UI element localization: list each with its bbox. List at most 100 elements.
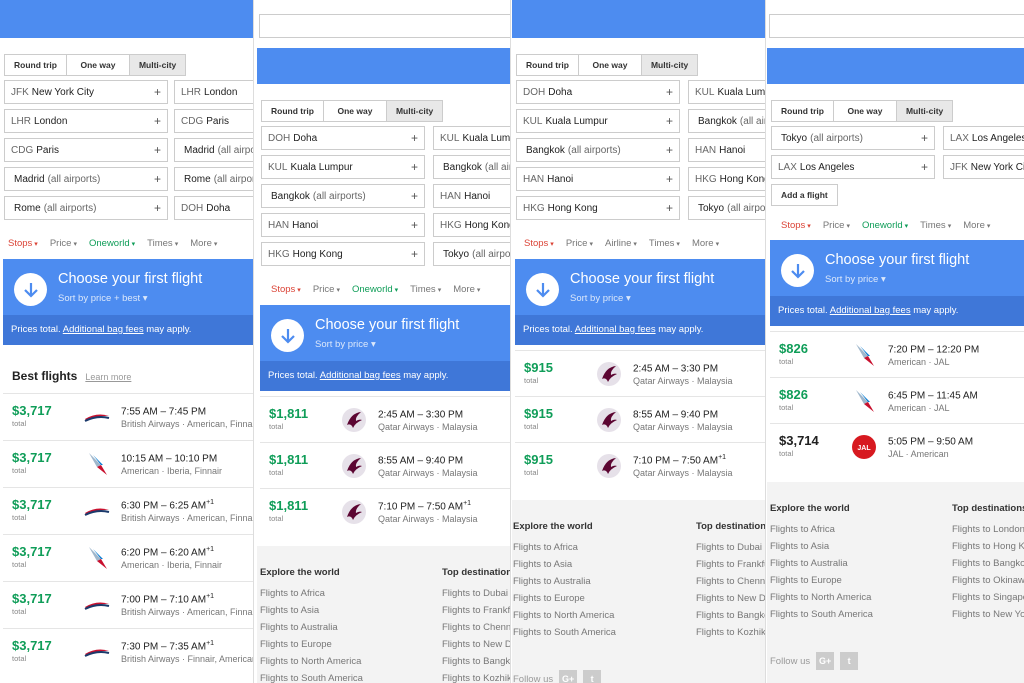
flight-row[interactable]: $1,811 total 2:45 AM – 3:30 PM Qatar Airway… <box>260 396 510 442</box>
destination-link[interactable]: Flights to Bangkok <box>952 558 1024 569</box>
filter-oneworld[interactable]: Oneworld ▾ <box>88 238 136 249</box>
filter-stops[interactable]: Stops ▾ <box>781 220 811 231</box>
destination-field[interactable]: DOH Doha <box>174 196 253 220</box>
filter-more[interactable]: More ▾ <box>691 238 720 249</box>
destination-field[interactable]: Madrid(all airports) <box>174 138 253 162</box>
filter-stops[interactable]: Stops ▾ <box>271 284 301 295</box>
origin-field[interactable]: Rome (all airports) + <box>4 196 168 220</box>
origin-field[interactable]: Bangkok (all airports) + <box>516 138 680 162</box>
destination-link[interactable]: Flights to Okinawa <box>952 575 1024 586</box>
google-plus-icon[interactable]: G+ <box>816 652 835 670</box>
tab-multi-city[interactable]: Multi-city <box>895 100 954 122</box>
origin-field[interactable]: HAN Hanoi + <box>261 213 425 237</box>
flight-row[interactable]: $3,717 total 6:20 PM – 6:20 AM+1 American ·… <box>3 534 253 580</box>
flight-row[interactable]: $1,811 total 7:10 PM – 7:50 AM+1 Qatar Airw… <box>260 488 510 534</box>
filter-times[interactable]: Times ▾ <box>410 284 442 295</box>
explore-link[interactable]: Flights to Africa <box>770 524 835 535</box>
tab-round-trip[interactable]: Round trip <box>771 100 834 122</box>
destination-field[interactable]: LAX Los Angeles <box>943 126 1024 150</box>
explore-link[interactable]: Flights to North America <box>770 592 872 603</box>
explore-link[interactable]: Flights to Asia <box>513 559 573 570</box>
flight-row[interactable]: $915 total 7:10 PM – 7:50 AM+1 Qatar Airway… <box>515 442 765 488</box>
filter-more[interactable]: More ▾ <box>190 238 218 249</box>
destination-link[interactable]: Flights to Dubai <box>696 542 763 553</box>
swap-plus-icon[interactable]: + <box>410 160 418 174</box>
destination-field[interactable]: HAN Hanoi <box>433 184 510 208</box>
tab-multi-city[interactable]: Multi-city <box>128 54 187 76</box>
filter-price[interactable]: Price ▾ <box>312 284 340 295</box>
swap-plus-icon[interactable]: + <box>153 85 161 99</box>
origin-field[interactable]: HKG Hong Kong + <box>261 242 425 266</box>
bag-fees-link[interactable]: Additional bag fees <box>319 370 401 381</box>
filter-more[interactable]: More ▾ <box>963 220 991 231</box>
explore-link[interactable]: Flights to Australia <box>770 558 848 569</box>
explore-link[interactable]: Flights to Australia <box>513 576 591 587</box>
destination-field[interactable]: LHR London <box>174 80 253 104</box>
origin-field[interactable]: DOH Doha + <box>516 80 680 104</box>
destination-link[interactable]: Flights to Dubai <box>442 588 509 599</box>
destination-link[interactable]: Flights to Frankfurt <box>696 559 765 570</box>
filter-stops[interactable]: Stops ▾ <box>524 238 554 249</box>
tab-round-trip[interactable]: Round trip <box>4 54 67 76</box>
bag-fees-link[interactable]: Additional bag fees <box>574 324 656 335</box>
explore-link[interactable]: Flights to North America <box>513 610 615 621</box>
flight-row[interactable]: $826 total 6:45 PM – 11:45 AM American · JA… <box>770 377 1024 423</box>
add-flight-button[interactable]: Add a flight <box>771 184 838 206</box>
origin-field[interactable]: Tokyo (all airports) + <box>771 126 935 150</box>
swap-plus-icon[interactable]: + <box>153 172 161 186</box>
tab-one-way[interactable]: One way <box>65 54 130 76</box>
destination-link[interactable]: Flights to London <box>952 524 1024 535</box>
learn-more-link[interactable]: Learn more <box>85 372 132 382</box>
destination-link[interactable]: Flights to New Delhi <box>442 639 511 650</box>
destination-link[interactable]: Flights to New York <box>952 609 1024 620</box>
bag-fees-link[interactable]: Additional bag fees <box>829 305 911 316</box>
filter-times[interactable]: Times ▾ <box>147 238 179 249</box>
swap-plus-icon[interactable]: + <box>665 172 673 186</box>
explore-link[interactable]: Flights to Africa <box>260 588 325 599</box>
tab-round-trip[interactable]: Round trip <box>516 54 579 76</box>
google-plus-icon[interactable]: G+ <box>559 670 578 683</box>
swap-plus-icon[interactable]: + <box>153 143 161 157</box>
tab-one-way[interactable]: One way <box>577 54 642 76</box>
filter-oneworld[interactable]: Oneworld ▾ <box>351 284 399 295</box>
origin-field[interactable]: Madrid (all airports) + <box>4 167 168 191</box>
destination-field[interactable]: Rome(all airports) <box>174 167 253 191</box>
destination-field[interactable]: HAN Hanoi <box>688 138 765 162</box>
swap-plus-icon[interactable]: + <box>665 143 673 157</box>
explore-link[interactable]: Flights to Australia <box>260 622 338 633</box>
flight-row[interactable]: $3,717 total 6:30 PM – 6:25 AM+1 British Ai… <box>3 487 253 533</box>
tab-multi-city[interactable]: Multi-city <box>640 54 699 76</box>
filter-more[interactable]: More ▾ <box>453 284 481 295</box>
twitter-icon[interactable]: t <box>840 652 859 670</box>
filter-price[interactable]: Price ▾ <box>565 238 593 249</box>
swap-plus-icon[interactable]: + <box>920 131 928 145</box>
explore-link[interactable]: Flights to Asia <box>770 541 830 552</box>
explore-link[interactable]: Flights to Europe <box>260 639 332 650</box>
destination-field[interactable]: Bangkok(all airports) <box>688 109 765 133</box>
destination-field[interactable]: Tokyo(all airports) <box>433 242 510 266</box>
flight-row[interactable]: $3,717 total 10:15 AM – 10:10 PM American ·… <box>3 440 253 486</box>
flight-row[interactable]: $3,717 total 7:30 PM – 7:35 AM+1 British Ai… <box>3 628 253 674</box>
filter-price[interactable]: Price ▾ <box>49 238 77 249</box>
destination-link[interactable]: Flights to Chennai <box>696 576 766 587</box>
origin-field[interactable]: JFK New York City + <box>4 80 168 104</box>
swap-plus-icon[interactable]: + <box>920 160 928 174</box>
swap-plus-icon[interactable]: + <box>665 85 673 99</box>
flight-row[interactable]: $915 total 2:45 AM – 3:30 PM Qatar Airways … <box>515 350 765 396</box>
tab-one-way[interactable]: One way <box>832 100 897 122</box>
swap-plus-icon[interactable]: + <box>665 114 673 128</box>
sort-dropdown[interactable]: Sort by price + best ▾ <box>58 293 148 304</box>
destination-link[interactable]: Flights to Bangkok <box>442 656 511 667</box>
explore-link[interactable]: Flights to Europe <box>513 593 585 604</box>
filter-times[interactable]: Times ▾ <box>920 220 952 231</box>
destination-link[interactable]: Flights to Singapore <box>952 592 1024 603</box>
origin-field[interactable]: HKG Hong Kong + <box>516 196 680 220</box>
origin-field[interactable]: LAX Los Angeles + <box>771 155 935 179</box>
filter-airline[interactable]: Airline ▾ <box>604 238 637 249</box>
origin-field[interactable]: LHR London + <box>4 109 168 133</box>
flight-row[interactable]: $3,714 total JAL 5:05 PM – 9:50 AM JAL · Ame… <box>770 423 1024 469</box>
search-box[interactable] <box>259 14 510 38</box>
flight-row[interactable]: $3,717 total 7:00 PM – 7:10 AM+1 British Ai… <box>3 581 253 627</box>
